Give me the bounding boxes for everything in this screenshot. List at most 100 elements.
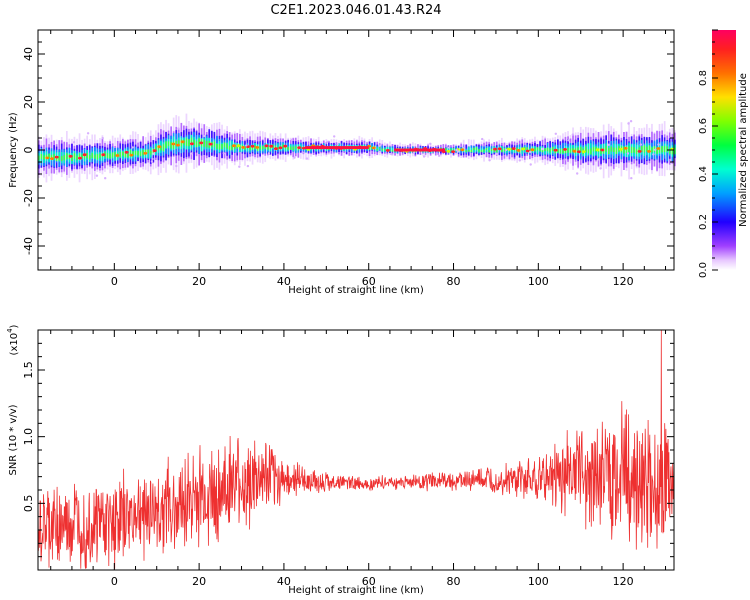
heatmap-cell xyxy=(638,147,641,153)
heatmap-speck xyxy=(301,151,304,154)
heatmap-x-tick-label: 120 xyxy=(613,275,634,288)
heatmap-cell xyxy=(216,144,218,149)
heatmap-peak xyxy=(497,147,502,151)
snr-panel: 0 20 40 60 80 100 120 0.5 1.0 1.5 Height of stra… xyxy=(6,324,675,596)
heatmap-cell xyxy=(536,148,539,154)
heatmap-peak xyxy=(45,156,50,160)
heatmap-speck xyxy=(326,140,329,143)
heatmap-cell xyxy=(99,153,101,158)
heatmap-speck xyxy=(576,172,579,175)
heatmap-cell xyxy=(585,146,587,153)
heatmap-cell xyxy=(452,148,455,150)
heatmap-cell xyxy=(447,147,450,151)
heatmap-cell xyxy=(559,149,562,154)
heatmap-speck xyxy=(246,164,250,168)
heatmap-cell xyxy=(605,145,607,152)
heatmap-cell xyxy=(137,151,139,156)
heatmap-cell xyxy=(297,147,300,151)
heatmap-peak xyxy=(451,150,456,154)
heatmap-speck xyxy=(245,144,248,147)
colorbar-tick-label: 0.4 xyxy=(698,166,709,182)
heatmap-cell xyxy=(149,150,152,155)
heatmap-speck xyxy=(639,143,642,146)
heatmap-peak xyxy=(530,148,535,152)
heatmap-cell xyxy=(147,149,150,158)
heatmap-speck xyxy=(529,163,532,166)
heatmap-cell xyxy=(162,144,165,151)
heatmap-cell xyxy=(389,147,391,150)
heatmap-cell xyxy=(633,147,635,153)
heatmap-peak xyxy=(623,146,628,150)
heatmap-cell xyxy=(269,145,272,150)
heatmap-cell xyxy=(155,146,157,152)
heatmap-peak xyxy=(647,150,651,153)
heatmap-cell xyxy=(526,147,529,150)
heatmap-peak xyxy=(385,149,390,152)
heatmap-cell xyxy=(485,148,488,150)
heatmap-speck xyxy=(554,132,557,135)
heatmap-cell xyxy=(381,148,384,151)
heatmap-speck xyxy=(390,152,393,156)
snr-x-tick-label: 20 xyxy=(192,575,206,588)
heatmap-cell xyxy=(661,145,663,153)
heatmap-peak xyxy=(553,148,558,152)
heatmap-peak xyxy=(157,145,162,149)
heatmap-cell xyxy=(244,146,246,150)
heatmap-cell xyxy=(63,155,66,161)
heatmap-speck xyxy=(599,167,602,170)
heatmap-cell xyxy=(231,145,233,151)
heatmap-cell xyxy=(590,148,592,155)
heatmap-cell xyxy=(236,145,239,149)
heatmap-cell xyxy=(529,149,531,152)
heatmap-cell xyxy=(251,145,254,150)
heatmap-peak xyxy=(273,147,278,151)
heatmap-cell xyxy=(450,149,452,151)
heatmap-cell xyxy=(536,147,539,151)
heatmap-cell xyxy=(646,146,648,152)
heatmap-cell xyxy=(73,153,76,159)
heatmap-speck xyxy=(495,152,498,155)
heatmap-x-tick-label: 60 xyxy=(362,275,376,288)
heatmap-cell xyxy=(188,139,190,147)
snr-y-multiplier: (x104) xyxy=(6,324,20,355)
heatmap-x-tick-label: 40 xyxy=(277,275,291,288)
heatmap-cell xyxy=(544,148,546,151)
heatmap-speck xyxy=(86,132,90,135)
heatmap-cell xyxy=(668,148,671,154)
heatmap-cell xyxy=(147,149,150,154)
heatmap-x-tick-label: 20 xyxy=(192,275,206,288)
heatmap-speck xyxy=(190,152,194,155)
heatmap-cell xyxy=(501,149,503,153)
heatmap-y-tick-label: 0 xyxy=(22,147,35,154)
heatmap-cell xyxy=(557,149,559,153)
snr-x-tick-label: 100 xyxy=(528,575,549,588)
heatmap-cell xyxy=(48,153,50,159)
heatmap-peak xyxy=(577,150,581,154)
heatmap-peak-band xyxy=(394,148,446,152)
colorbar-label: Normalized spectral amplitude xyxy=(738,73,749,227)
heatmap-cell xyxy=(607,147,610,154)
heatmap-cell xyxy=(218,144,221,150)
heatmap-cell xyxy=(76,155,78,161)
heatmap-peak xyxy=(460,148,465,152)
heatmap-speck xyxy=(567,139,570,142)
heatmap-speck xyxy=(290,138,293,142)
heatmap-cell xyxy=(490,149,493,154)
heatmap-cell xyxy=(587,149,590,154)
heatmap-speck xyxy=(481,137,484,141)
heatmap-cell xyxy=(193,139,195,145)
heatmap-cell xyxy=(256,146,259,151)
heatmap-peak xyxy=(269,144,274,148)
heatmap-speck xyxy=(175,164,178,168)
heatmap-cell xyxy=(55,155,58,162)
heatmap-speck xyxy=(101,136,104,140)
heatmap-speck xyxy=(652,153,655,156)
heatmap-cell xyxy=(175,141,178,147)
heatmap-speck xyxy=(378,150,381,153)
heatmap-cell xyxy=(635,149,638,154)
heatmap-speck xyxy=(437,154,441,157)
heatmap-cell xyxy=(53,154,55,159)
heatmap-cell xyxy=(513,149,516,153)
heatmap-cell xyxy=(473,149,475,153)
